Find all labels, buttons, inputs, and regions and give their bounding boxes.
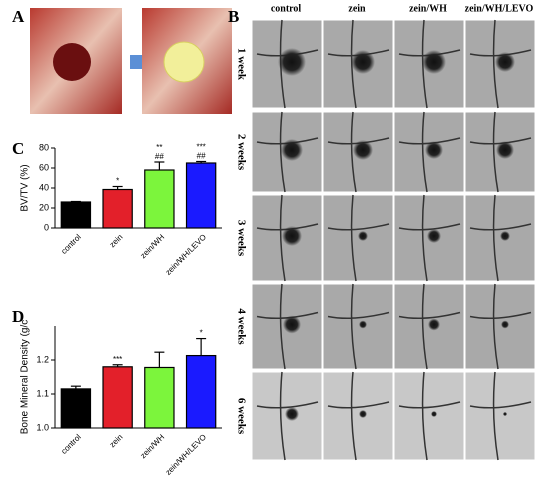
y-tick-label: 1.2 (36, 354, 49, 364)
row-label: 6 weeks (235, 398, 247, 435)
implant (163, 41, 205, 83)
bar (185, 162, 217, 229)
column-header: zein/WH (409, 3, 447, 14)
y-tick-label: 40 (39, 182, 49, 192)
significance-label: * (200, 329, 203, 338)
y-tick-label: 1.1 (36, 388, 49, 398)
defect (431, 411, 437, 417)
defect (501, 320, 509, 329)
suture-line (469, 283, 532, 370)
bar (144, 169, 175, 229)
x-tick-label: control (59, 232, 83, 256)
micro-ct-image (322, 283, 394, 370)
significance-label: ## (155, 152, 164, 161)
defect (281, 139, 303, 161)
x-tick-label: zein/WH/LEVO (164, 433, 208, 477)
micro-ct-image (322, 194, 394, 282)
defect (500, 231, 510, 241)
y-axis-label: BV/TV (%) (20, 164, 31, 211)
x-tick-label: zein/WH (139, 232, 167, 260)
suture-line (469, 371, 532, 461)
defect (285, 407, 299, 421)
suture-line (327, 194, 390, 282)
significance-label: ** (156, 143, 162, 152)
suture-line (327, 283, 390, 370)
y-tick-label: 20 (39, 202, 49, 212)
row-label: 3 weeks (235, 220, 247, 257)
defect (359, 320, 367, 329)
y-tick-label: 1.0 (36, 422, 49, 432)
x-tick-label: zein (108, 233, 125, 250)
defect (422, 50, 446, 74)
suture-line (256, 371, 319, 461)
x-tick-label: control (59, 432, 83, 456)
y-tick-label: 0 (44, 222, 49, 232)
y-tick-label: 80 (39, 142, 49, 152)
suture-line (398, 194, 461, 282)
column-header: zein/WH/LEVO (465, 3, 534, 14)
bar (60, 388, 92, 429)
bar (144, 366, 175, 429)
significance-label: * (116, 177, 119, 186)
x-tick-label: zein (108, 433, 125, 450)
micro-ct-image (322, 371, 394, 461)
suture-line (398, 111, 461, 193)
micro-ct-image (464, 194, 536, 282)
defect (503, 412, 507, 416)
suture-line (398, 371, 461, 461)
significance-label: *** (113, 355, 122, 364)
panel-label: C (12, 139, 24, 158)
defect (353, 140, 373, 160)
suture-line (469, 111, 532, 193)
suture-line (327, 371, 390, 461)
y-tick-label: 60 (39, 162, 49, 172)
bar (185, 354, 217, 429)
suture-line (256, 283, 319, 370)
panel-label: A (12, 7, 25, 26)
defect (358, 231, 368, 241)
suture-line (469, 194, 532, 282)
panel-label: D (12, 307, 24, 326)
defect (359, 410, 367, 418)
column-header: zein (348, 3, 366, 14)
row-label: 1 week (235, 48, 247, 81)
row-label: 4 weeks (235, 308, 247, 345)
row-label: 2 weeks (235, 134, 247, 171)
defect (53, 43, 91, 81)
suture-line (398, 283, 461, 370)
defect (351, 50, 375, 74)
defect (425, 141, 443, 159)
significance-label: *** (196, 143, 205, 152)
significance-label: ## (197, 152, 206, 161)
defect (495, 52, 515, 72)
defect (428, 318, 440, 331)
y-axis-label: Bone Mineral Density (g/c (20, 320, 31, 435)
column-header: control (271, 3, 302, 14)
micro-ct-image (464, 283, 536, 370)
defect (427, 229, 441, 243)
bar (102, 366, 133, 429)
defect (278, 48, 306, 76)
x-tick-label: zein/WH/LEVO (164, 233, 208, 277)
micro-ct-image (393, 371, 465, 461)
x-tick-label: zein/WH (139, 432, 167, 460)
micro-ct-image (464, 371, 536, 461)
bar (102, 188, 133, 229)
defect (282, 226, 302, 246)
defect (283, 315, 301, 334)
defect (496, 141, 514, 159)
bar (60, 201, 92, 229)
panel-label: B (228, 7, 239, 26)
